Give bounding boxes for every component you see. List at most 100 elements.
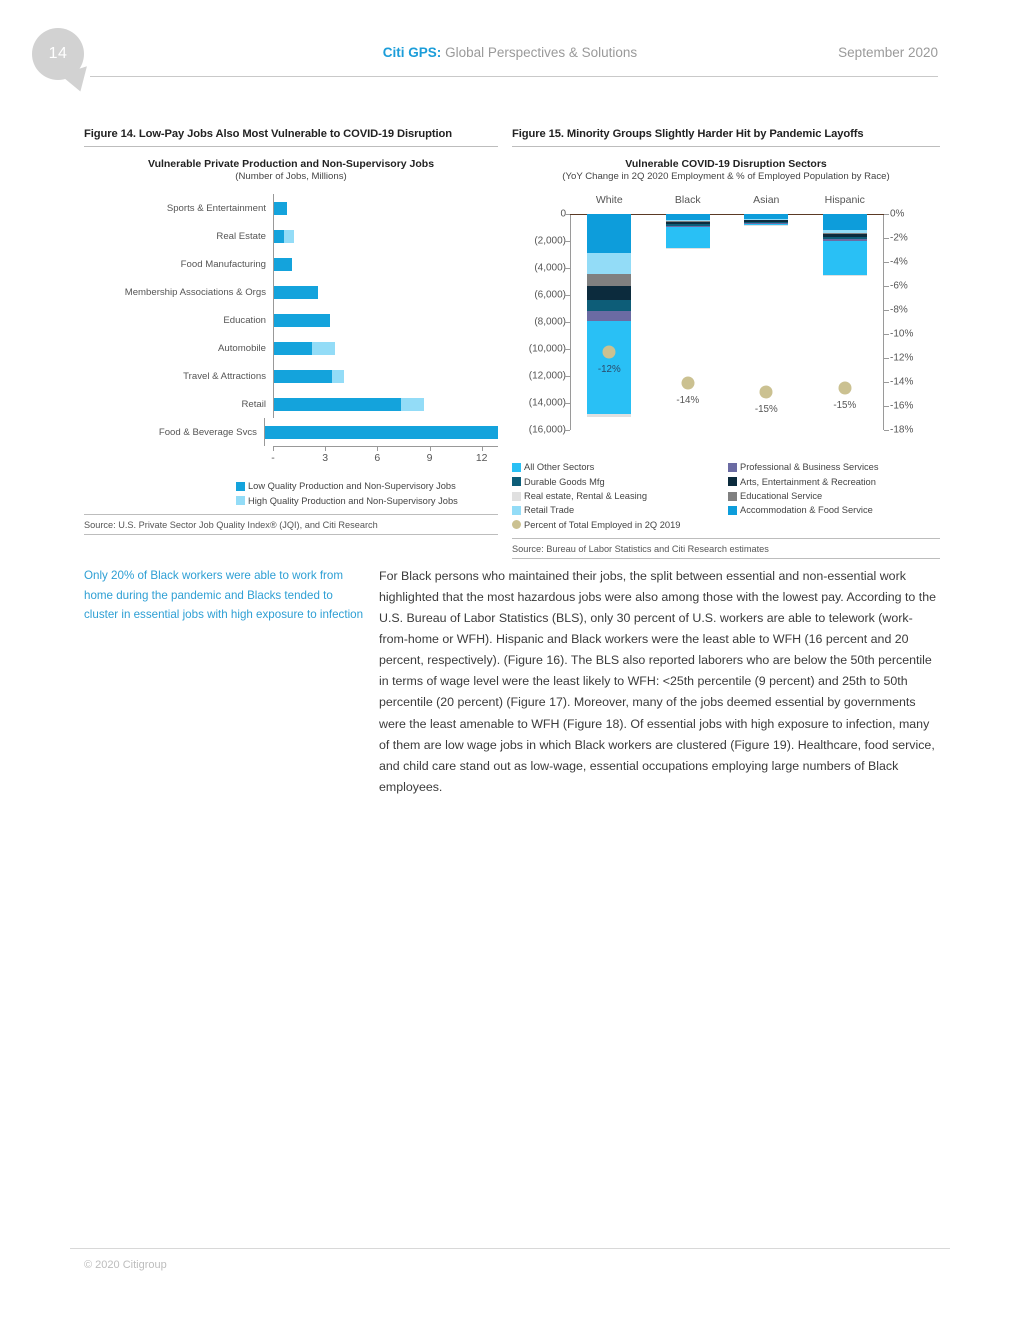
figure-15-legend-label: All Other Sectors [524, 462, 595, 473]
figure-14-x-tick [481, 447, 483, 452]
figure-15-stacked-bar [587, 214, 632, 417]
figure-14-bar-rows: Sports & Entertainment Real Estate Food Ma… [84, 194, 498, 447]
figure-15-right-axis-tick [884, 334, 889, 336]
figure-14-bar-segment [274, 257, 293, 271]
figure-15-percent-marker [681, 376, 695, 390]
figure-15-legend-label: Arts, Entertainment & Recreation [740, 476, 876, 487]
legend-swatch-icon [728, 477, 737, 487]
figure-14-category-label: Membership Associations & Orgs [124, 286, 266, 298]
figure-14-bar-segment [274, 341, 313, 355]
figure-15-bar-segment [665, 225, 710, 227]
figure-15-legend-item: Arts, Entertainment & Recreation [728, 475, 940, 489]
figure-15-title: Figure 15. Minority Groups Slightly Hard… [512, 128, 864, 140]
figure-15-percent-label: -15% [833, 400, 857, 412]
figure-14-legend-item: High Quality Production and Non-Supervis… [236, 494, 498, 508]
figure-15-right-axis-tick-label: -16% [890, 400, 914, 412]
figure-14-legend-label: Low Quality Production and Non-Superviso… [248, 481, 456, 492]
figure-15-chart-title: Vulnerable COVID-19 Disruption Sectors [625, 158, 827, 170]
figure-15-legend: All Other Sectors Durable Goods Mfg Real e… [512, 460, 940, 532]
figure-15-legend-left: All Other Sectors Durable Goods Mfg Real e… [512, 460, 724, 532]
figure-15-stacked-bar [744, 214, 789, 226]
figure-15-bar-segment [587, 273, 632, 287]
figure-15-legend-item: Retail Trade [512, 503, 724, 517]
figure-14-bar-row: Sports & Entertainment [84, 194, 498, 223]
figure-14-bar-track [273, 222, 498, 251]
figure-14-x-tick-label: - [271, 452, 275, 465]
footer-divider [70, 1248, 950, 1249]
figure-14-legend-label: High Quality Production and Non-Supervis… [248, 495, 458, 506]
figure-15-percent-label: -14% [676, 395, 700, 407]
figure-14-x-tick-label: 3 [322, 452, 329, 465]
figure-15-bar-segment [744, 222, 789, 224]
figure-15-bar-segment [665, 226, 710, 248]
figure-14-bar-segment [274, 201, 288, 215]
body-paragraph: For Black persons who maintained their j… [379, 569, 936, 794]
figure-15-left-axis-tick [565, 322, 570, 324]
figure-15-left-axis-tick-label: (8,000) [534, 316, 566, 328]
figure-15-right-axis-tick [884, 310, 889, 312]
legend-swatch-icon [512, 520, 521, 530]
figure-14-chart-title: Vulnerable Private Production and Non-Su… [147, 158, 435, 170]
figure-15-right-axis-tick [884, 406, 889, 408]
figure-15: Figure 15. Minority Groups Slightly Hard… [512, 128, 940, 560]
figure-15-bar-segment [587, 413, 632, 417]
figure-15-left-axis-tick [565, 295, 570, 297]
figure-14-bar-row: Food Manufacturing [84, 250, 498, 279]
figure-14-legend: Low Quality Production and Non-Superviso… [84, 479, 498, 508]
brand-label: Citi GPS: [382, 45, 442, 60]
figure-14-x-axis: - 3 6 9 12 [271, 446, 498, 467]
figure-15-right-axis-tick-label: -8% [890, 304, 908, 316]
figure-15-left-axis-tick-label: (4,000) [534, 262, 566, 274]
figure-15-right-axis-tick [884, 358, 889, 360]
figure-15-legend-label: Durable Goods Mfg [524, 476, 605, 487]
figure-15-left-axis-tick-label: (6,000) [534, 289, 566, 301]
figure-15-bar-segment [822, 236, 867, 239]
figure-14-bar-track [263, 418, 498, 447]
figure-14-bar-segment [274, 285, 319, 299]
legend-swatch-icon [512, 491, 521, 501]
figure-14-bar-row: Food & Beverage Svcs [84, 418, 498, 447]
figure-15-legend-item: Accommodation & Food Service [728, 503, 940, 517]
figure-15-bar-segment [587, 311, 632, 321]
figure-14-bar-track [273, 362, 498, 391]
figure-14-bar [274, 397, 425, 411]
figure-14-bar-row: Membership Associations & Orgs [84, 278, 498, 307]
figure-14-category-label: Education [223, 314, 266, 326]
legend-swatch-icon [512, 506, 521, 516]
figure-15-bar-segment [744, 214, 789, 219]
footer-copyright: © 2020 Citigroup [84, 1259, 167, 1271]
figure-15-bar-segment [587, 214, 632, 254]
figure-15-bar-segment [587, 253, 632, 274]
figure-15-bar-segment [822, 274, 867, 276]
figure-15-top-divider [512, 146, 940, 147]
figure-14-plot: Sports & Entertainment Real Estate Food Ma… [84, 194, 498, 464]
figure-14-bar-segment [274, 369, 333, 383]
figure-14-category-label: Automobile [218, 342, 266, 354]
figure-15-legend-item: Educational Service [728, 489, 940, 503]
figure-15-percent-marker [602, 345, 616, 359]
figure-14-bar [274, 369, 344, 383]
figure-15-bar-segment [665, 214, 710, 220]
legend-swatch-icon [512, 462, 521, 472]
body-section: Only 20% of Black workers were able to w… [84, 566, 940, 798]
figure-14-title: Figure 14. Low-Pay Jobs Also Most Vulner… [84, 128, 452, 140]
figure-15-legend-item: Percent of Total Employed in 2Q 2019 [512, 518, 724, 532]
figure-14-bar-track [273, 250, 498, 279]
figure-15-percent-label: -15% [754, 403, 778, 415]
figure-14-category-label: Sports & Entertainment [166, 202, 266, 214]
figure-14-legend-item: Low Quality Production and Non-Superviso… [236, 479, 498, 493]
figure-15-bar-segment [744, 223, 789, 225]
figure-15-percent-marker [838, 381, 852, 395]
figure-14-x-tick [273, 447, 274, 452]
figure-15-left-axis-tick [565, 214, 570, 216]
figure-15-right-axis-tick-label: 0% [890, 208, 905, 220]
figure-15-legend-label: Educational Service [740, 490, 823, 501]
figure-14-category-label: Food & Beverage Svcs [158, 426, 257, 438]
figure-15-left-axis-tick [565, 376, 570, 378]
header-title: Citi GPS: Global Perspectives & Solution… [0, 45, 1020, 60]
figure-15-bar-segment [822, 214, 867, 230]
legend-swatch-icon [728, 462, 737, 472]
legend-swatch-icon [728, 506, 737, 516]
figure-15-right-axis-tick-label: -12% [890, 352, 914, 364]
figure-14-bar [274, 257, 293, 271]
